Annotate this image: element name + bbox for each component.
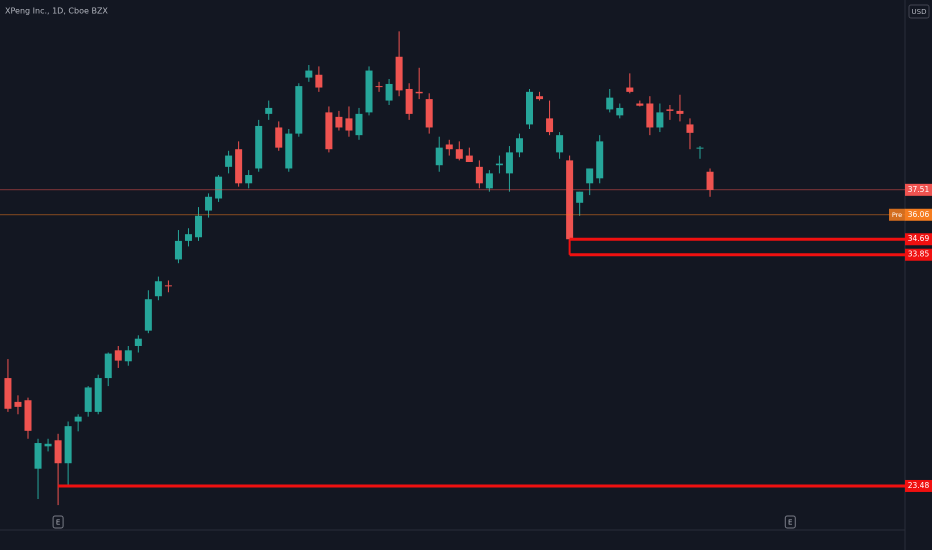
overlays <box>0 189 905 488</box>
premarket-tag <box>905 208 932 221</box>
level-tag <box>905 248 932 261</box>
currency: USD <box>912 8 927 16</box>
candle-body <box>556 135 564 153</box>
candle-body <box>34 443 42 469</box>
candle-body <box>375 86 383 88</box>
candle-body <box>435 147 443 166</box>
level-label: 34.69 <box>908 234 930 243</box>
level-tag <box>905 233 932 246</box>
candle-body <box>164 285 172 287</box>
candle-body <box>526 91 533 125</box>
candle-body <box>636 103 644 106</box>
candle-body <box>154 281 162 297</box>
candle-body <box>566 160 574 240</box>
candle-body <box>475 166 483 184</box>
premarket-label: 36.06 <box>908 210 930 219</box>
candle-body <box>104 353 112 379</box>
candle-body <box>144 299 152 331</box>
event-label: E <box>788 519 792 527</box>
candle-body <box>124 350 132 362</box>
level-label: 23.48 <box>908 481 930 490</box>
level-label: 33.85 <box>908 250 930 259</box>
candle-body <box>184 234 192 241</box>
candle-body <box>74 416 82 422</box>
candle-body <box>536 96 544 100</box>
candle-body <box>596 141 604 179</box>
candle-body <box>546 118 554 133</box>
event-marker <box>52 515 64 529</box>
candle-body <box>425 99 433 128</box>
candle-body <box>295 86 303 134</box>
candle-body <box>44 443 52 447</box>
candle-body <box>686 124 694 133</box>
candle-body <box>576 191 584 203</box>
candle-body <box>335 116 343 128</box>
candle-body <box>265 107 273 114</box>
candle-body <box>385 83 393 101</box>
candle-body <box>84 387 92 412</box>
candle-body <box>676 110 684 114</box>
candle-body <box>455 149 463 159</box>
candle-body <box>64 426 72 464</box>
candle-body <box>235 149 243 184</box>
currency-box <box>908 4 930 19</box>
candle-body <box>485 173 493 189</box>
candle-body <box>646 103 654 128</box>
candle-body <box>195 215 203 238</box>
candle-body <box>114 350 122 361</box>
candle-body <box>94 378 102 412</box>
candle-body <box>606 97 614 110</box>
candle-body <box>586 168 594 184</box>
candle-body <box>205 196 213 211</box>
candle-body <box>626 87 634 92</box>
candle-body <box>54 440 62 464</box>
candle-body <box>616 107 624 116</box>
candle-body <box>315 74 323 88</box>
candle-body <box>505 152 513 174</box>
candle-body <box>515 138 523 153</box>
candle-body <box>395 56 403 91</box>
candle-body <box>365 70 373 113</box>
last-price-label: 37.51 <box>908 185 930 194</box>
candle-body <box>495 163 503 166</box>
premarket-badge <box>889 208 905 221</box>
last-price-tag <box>905 183 932 196</box>
premarket-badge-label: Pre <box>892 211 902 219</box>
candle-body <box>255 125 263 169</box>
candle-body <box>245 175 253 184</box>
candle-body <box>134 338 142 346</box>
candle-body <box>345 118 353 131</box>
level-tag <box>905 479 932 492</box>
candle-body <box>275 127 283 148</box>
candle-body <box>706 171 714 190</box>
candle-body <box>285 133 293 169</box>
marks <box>4 31 714 506</box>
candle-body <box>4 378 12 409</box>
event-marker <box>784 515 796 529</box>
candle-body <box>24 400 32 431</box>
candle-body <box>215 176 223 199</box>
candle-body <box>325 112 333 150</box>
candle-body <box>666 109 674 111</box>
event-label: E <box>56 519 60 527</box>
candle-body <box>445 144 453 150</box>
chart-title: XPeng Inc., 1D, Cboe BZX <box>5 7 108 16</box>
candle-body <box>696 147 704 149</box>
candle-body <box>225 155 233 167</box>
candle-body <box>415 91 423 94</box>
candle-body <box>405 88 413 114</box>
candle-body <box>14 401 22 407</box>
candle-body <box>305 70 313 78</box>
candle-body <box>656 112 664 128</box>
candle-body <box>355 113 363 136</box>
candle-body <box>465 155 473 162</box>
candle-body <box>174 240 182 260</box>
